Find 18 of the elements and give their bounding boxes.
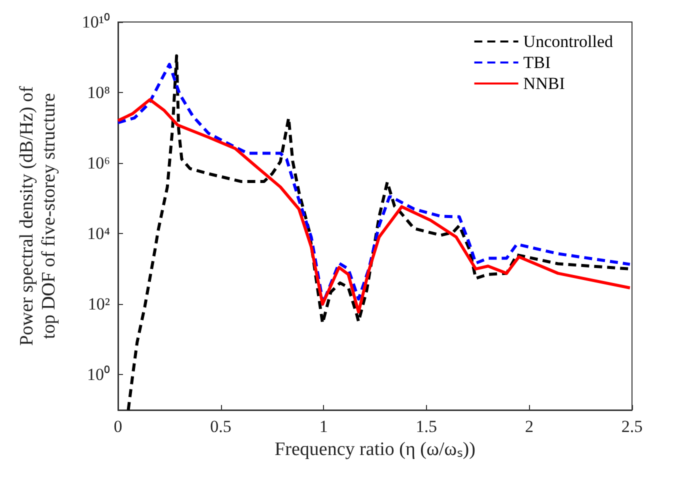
x-tick-label: 0.5 — [210, 417, 232, 436]
legend-label: NNBI — [523, 74, 566, 93]
legend-label: TBI — [523, 53, 552, 72]
y-tick-label: 10⁸ — [87, 83, 110, 102]
y-tick-label: 10⁶ — [87, 154, 110, 173]
x-tick-label: 2 — [524, 417, 534, 436]
y-tick-label: 10⁰ — [87, 365, 110, 384]
y-axis-title: Power spectral density (dB/Hz) of top DOF of five-storey structure — [16, 86, 60, 346]
x-tick-label: 1 — [319, 417, 328, 436]
line-series — [116, 98, 632, 314]
x-tick-label: 1.5 — [416, 417, 438, 436]
x-tick-label: 0 — [114, 417, 122, 436]
x-axis-title: Frequency ratio (η (ω/ωₛ)) — [274, 439, 476, 460]
x-tick-label: 2.5 — [621, 417, 643, 436]
legend-label: Uncontrolled — [523, 32, 614, 51]
y-tick-label: 10⁴ — [87, 224, 110, 244]
y-tick-label: 10² — [88, 294, 110, 314]
y-tick-label: 10¹⁰ — [82, 12, 110, 32]
